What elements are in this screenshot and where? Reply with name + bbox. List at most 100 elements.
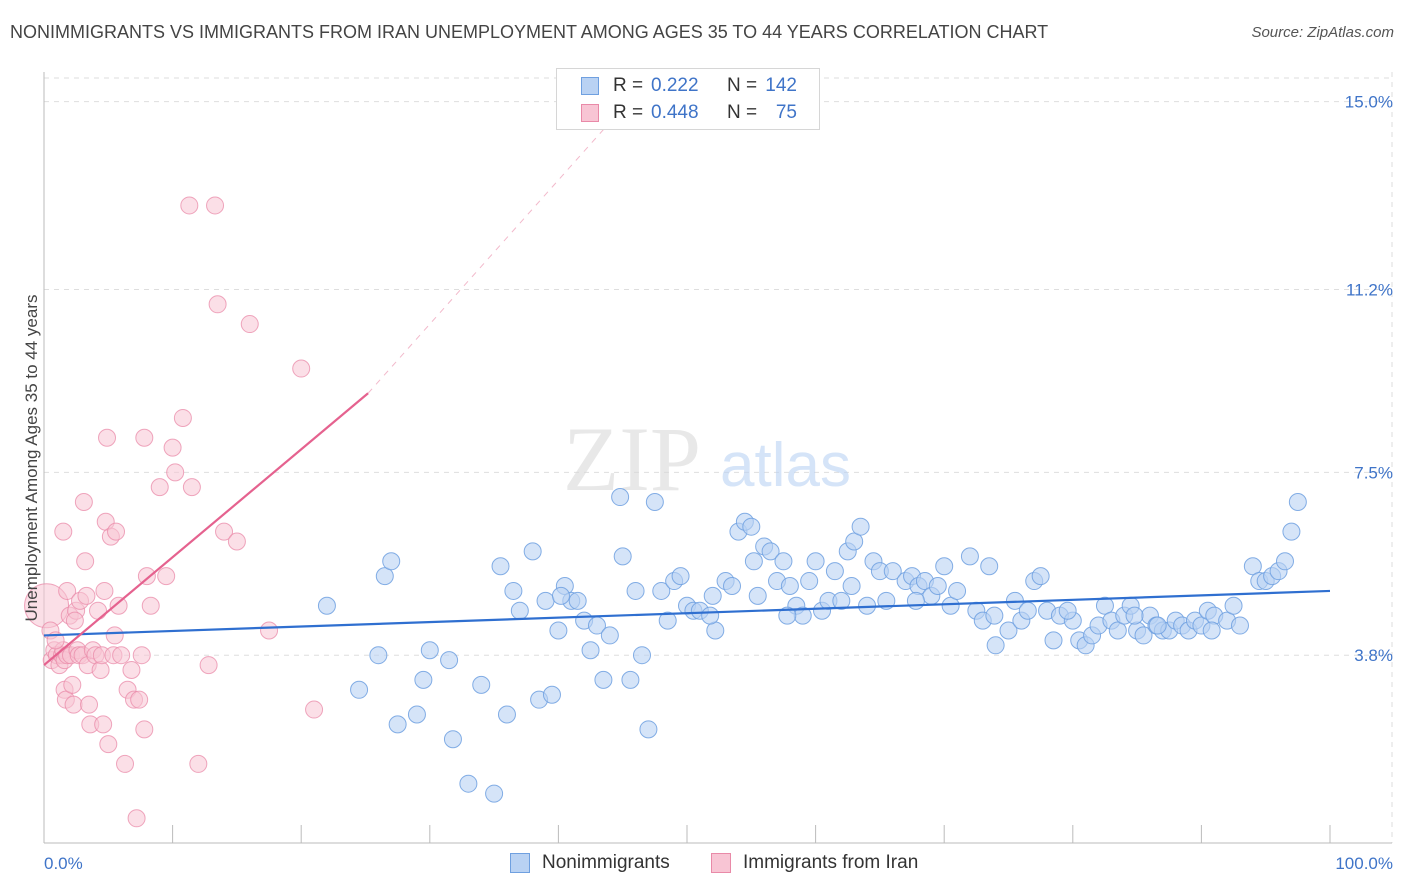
nonimmigrants-point bbox=[485, 784, 504, 803]
immigrants-point bbox=[163, 438, 182, 457]
watermark-atlas: atlas bbox=[720, 431, 851, 500]
nonimmigrants-point bbox=[906, 591, 925, 610]
immigrants-point bbox=[122, 661, 141, 680]
nonimmigrants-point bbox=[1243, 557, 1262, 576]
nonimmigrants-point bbox=[639, 720, 658, 739]
legend-r-value: 0.222 bbox=[651, 75, 699, 96]
nonimmigrants-point bbox=[317, 596, 336, 615]
immigrants-point bbox=[180, 196, 199, 215]
nonimmigrants-point bbox=[536, 591, 555, 610]
nonimmigrants-point bbox=[1224, 596, 1243, 615]
immigrants-point bbox=[77, 586, 96, 605]
series-legend-immigrants[interactable]: Immigrants from Iran bbox=[711, 852, 918, 874]
immigrants-point bbox=[63, 675, 82, 694]
immigrants-point bbox=[98, 428, 117, 447]
nonimmigrants-point bbox=[420, 641, 439, 660]
nonimmigrants-point bbox=[1288, 492, 1307, 511]
nonimmigrants-point bbox=[1125, 606, 1144, 625]
immigrants-point bbox=[157, 567, 176, 586]
immigrants-point bbox=[215, 522, 234, 541]
legend-n-value: 75 bbox=[775, 102, 797, 123]
nonimmigrants-point bbox=[626, 581, 645, 600]
nonimmigrants-point bbox=[1031, 567, 1050, 586]
nonimmigrants-point bbox=[800, 572, 819, 591]
nonimmigrants-point bbox=[941, 596, 960, 615]
nonimmigrants-point bbox=[778, 606, 797, 625]
immigrants-point bbox=[112, 646, 131, 665]
legend-swatch-immigrants bbox=[581, 104, 599, 122]
immigrants-point bbox=[150, 478, 169, 497]
immigrants-point bbox=[116, 754, 135, 773]
immigrants-point bbox=[199, 656, 218, 675]
legend-swatch-nonimmigrants bbox=[581, 77, 599, 95]
y-tick-label: 11.2% bbox=[1346, 280, 1393, 299]
y-tick-label: 7.5% bbox=[1354, 463, 1393, 482]
nonimmigrants-point bbox=[742, 517, 761, 536]
immigrants-point bbox=[65, 611, 84, 630]
immigrants-point bbox=[208, 295, 227, 314]
legend-r-value: 0.448 bbox=[651, 102, 699, 123]
immigrants-point bbox=[94, 715, 113, 734]
series-legend: Nonimmigrants Immigrants from Iran bbox=[0, 852, 1406, 878]
series-legend-nonimmigrants[interactable]: Nonimmigrants bbox=[510, 852, 670, 874]
immigrants-point bbox=[107, 522, 126, 541]
nonimmigrants-point bbox=[523, 542, 542, 561]
immigrants-point bbox=[132, 646, 151, 665]
immigrants-point bbox=[292, 359, 311, 378]
axes bbox=[43, 72, 1392, 844]
immigrants-point bbox=[127, 809, 146, 828]
nonimmigrants-point bbox=[723, 577, 742, 595]
nonimmigrants-point bbox=[701, 606, 720, 625]
nonimmigrants-point bbox=[1202, 621, 1221, 640]
nonimmigrants-point bbox=[985, 606, 1004, 625]
nonimmigrants-point bbox=[443, 730, 462, 749]
x-tick-label: 100.0% bbox=[1335, 854, 1393, 873]
nonimmigrants-point bbox=[842, 577, 861, 595]
nonimmigrants-point bbox=[928, 577, 947, 595]
immigrants-point bbox=[80, 695, 99, 714]
immigrants-point bbox=[99, 735, 118, 754]
nonimmigrants-point bbox=[440, 651, 459, 670]
nonimmigrants-point bbox=[568, 591, 587, 610]
immigrants-point bbox=[173, 408, 192, 427]
immigrants-point bbox=[206, 196, 225, 215]
immigrants-point bbox=[135, 720, 154, 739]
nonimmigrants-point bbox=[1018, 601, 1037, 620]
nonimmigrants-point bbox=[645, 492, 664, 511]
immigrants-point bbox=[305, 700, 324, 719]
immigrants-point bbox=[227, 532, 246, 551]
source-label: Source: ZipAtlas.com bbox=[1251, 24, 1394, 41]
nonimmigrants-point bbox=[551, 586, 570, 605]
immigrants-point bbox=[240, 315, 259, 334]
immigrants-point bbox=[54, 522, 73, 541]
nonimmigrants-point bbox=[1108, 621, 1127, 640]
nonimmigrants-point bbox=[935, 557, 954, 576]
immigrants-point bbox=[76, 552, 95, 571]
nonimmigrants-point bbox=[845, 532, 864, 551]
legend-n-label: N = bbox=[727, 102, 758, 123]
nonimmigrants-point bbox=[1148, 616, 1167, 635]
gridlines bbox=[44, 72, 1393, 843]
legend-r-label: R = bbox=[613, 75, 644, 96]
nonimmigrants-point bbox=[369, 646, 388, 665]
nonimmigrants-point bbox=[761, 542, 780, 561]
nonimmigrants-point bbox=[594, 670, 613, 689]
nonimmigrants-point bbox=[611, 488, 630, 507]
nonimmigrants-point bbox=[375, 567, 394, 586]
nonimmigrants-point bbox=[621, 670, 640, 689]
chart-title: NONIMMIGRANTS VS IMMIGRANTS FROM IRAN UN… bbox=[10, 22, 1049, 42]
nonimmigrants-point bbox=[350, 680, 369, 699]
nonimmigrants-point bbox=[382, 552, 401, 571]
nonimmigrants-point bbox=[600, 626, 619, 645]
immigrants-point bbox=[182, 478, 201, 497]
immigrants-point bbox=[135, 428, 154, 447]
correlation-legend: R = 0.222 N = 142 R = 0.448 N = 75 bbox=[556, 68, 820, 130]
nonimmigrants-point bbox=[960, 547, 979, 566]
immigrants-point bbox=[130, 690, 149, 709]
y-axis-title: Unemployment Among Ages 35 to 44 years bbox=[22, 295, 41, 622]
nonimmigrants-point bbox=[748, 586, 767, 605]
watermark-zip: ZIP bbox=[563, 408, 701, 510]
nonimmigrants-point bbox=[632, 646, 651, 665]
nonimmigrants-point bbox=[774, 552, 793, 571]
legend-row-immigrants: R = 0.448 N = 75 bbox=[581, 100, 797, 126]
